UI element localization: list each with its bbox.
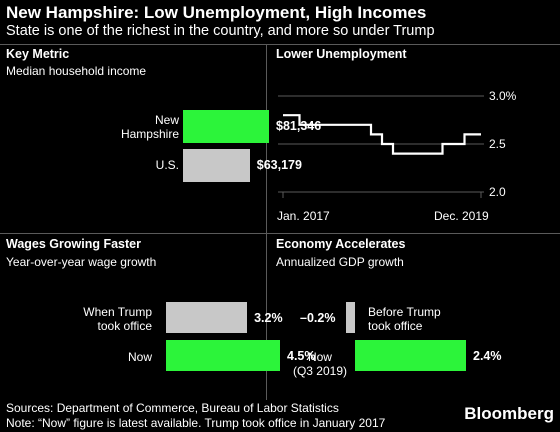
- bloomberg-logo: Bloomberg: [464, 404, 554, 423]
- gdp-value-now: 2.4%: [473, 349, 502, 363]
- wages-bar-now: [166, 340, 280, 371]
- wages-panel-title: Wages Growing Faster: [6, 237, 141, 251]
- note-text: Note: “Now” figure is latest available. …: [6, 416, 386, 430]
- income-panel-title: Key Metric: [6, 47, 70, 61]
- wages-panel-subtitle: Year-over-year wage growth: [6, 255, 157, 269]
- wages-value-start: 3.2%: [254, 311, 283, 325]
- wages-category-start: When Trump took office: [83, 305, 152, 333]
- divider-top: [0, 44, 560, 45]
- income-category-us: U.S.: [155, 158, 179, 172]
- income-value-nh: $81,346: [276, 119, 322, 133]
- gdp-bar-now: [355, 340, 466, 371]
- wages-bar-start: [166, 302, 248, 333]
- y-tick-2-5: 2.5: [489, 137, 506, 151]
- sources-text: Sources: Department of Commerce, Bureau …: [6, 401, 339, 415]
- gdp-bar-before: [345, 302, 355, 333]
- gdp-category-now: Now (Q3 2019): [292, 350, 347, 378]
- income-category-nh: New Hampshire: [120, 113, 179, 141]
- x-label-end: Dec. 2019: [434, 209, 489, 223]
- divider-vertical: [266, 44, 267, 400]
- unemployment-series-line: [283, 114, 481, 155]
- chart-subtitle: State is one of the richest in the count…: [6, 23, 435, 39]
- income-panel-subtitle: Median household income: [6, 64, 147, 78]
- gdp-panel-subtitle: Annualized GDP growth: [276, 255, 404, 269]
- income-bar-nh: [183, 110, 269, 143]
- gdp-value-before: –0.2%: [300, 311, 336, 325]
- x-label-start: Jan. 2017: [277, 209, 330, 223]
- unemployment-panel-title: Lower Unemployment: [276, 47, 407, 61]
- wages-value-now: 4.5%: [287, 349, 316, 363]
- income-bar-us: [183, 149, 250, 182]
- divider-middle: [0, 233, 560, 234]
- wages-category-now: Now: [127, 350, 152, 364]
- y-tick-3-0: 3.0%: [489, 89, 517, 103]
- y-tick-2-0: 2.0: [489, 185, 506, 199]
- chart-title: New Hampshire: Low Unemployment, High In…: [6, 3, 427, 22]
- gdp-category-before: Before Trump took office: [368, 305, 441, 333]
- income-value-us: $63,179: [256, 158, 302, 172]
- gdp-panel-title: Economy Accelerates: [276, 237, 406, 251]
